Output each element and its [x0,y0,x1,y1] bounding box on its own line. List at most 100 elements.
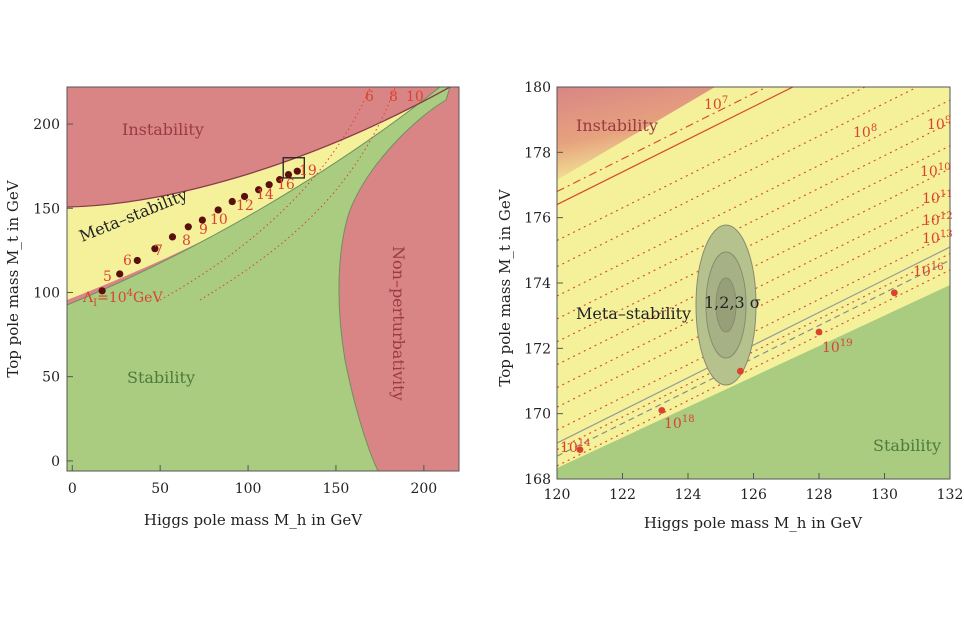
scale-label: 19 [299,163,317,179]
axis-ticks-right: 120 122 124 126 128 130 132 168 170 172 174 176 178 1… [524,80,963,503]
scale-point [815,328,823,336]
metastability-label-right: Meta–stability [576,304,691,323]
scale-label-right: 1014 [560,438,591,456]
scale-points-left [98,167,301,295]
scale-point [658,407,666,414]
y-tick-label: 100 [33,285,60,301]
lambda-label: ΛI=104GeV [82,288,163,309]
axis-ticks-left: 0 50 100 150 200 0 50 100 150 200 [33,117,437,497]
x-tick-label: 200 [410,481,437,497]
scale-point [151,245,159,253]
scale-point [255,186,263,194]
right-chart: 120 122 124 126 128 130 132 168 170 172 174 176 178 1… [496,80,963,532]
scale-line [557,87,795,206]
y-tick-label: 174 [524,276,551,292]
scale-point [184,223,192,231]
x-tick-label: 120 [544,487,571,503]
y-tick-label: 168 [524,472,551,488]
scale-line [557,99,950,297]
ellipse-1sigma [715,277,737,333]
scale-label-right: 1012 [922,211,953,229]
scale-label: 8 [182,233,191,249]
y-tick-label: 200 [33,117,60,133]
stability-boundary-line [557,246,950,444]
scale-label-right: 108 [853,123,877,141]
x-tick-label: 130 [871,487,898,503]
perturbativity-line-6 [159,87,371,301]
y-axis-label-right: Top pole mass M_t in GeV [496,188,514,386]
scale-label: 6 [123,253,132,269]
plot-frame-left [66,86,460,472]
scale-point [284,170,293,179]
scale-point [168,233,177,241]
y-tick-label: 172 [524,341,551,357]
scale-line [557,87,768,193]
scale-label: 7 [154,243,163,259]
x-tick-label: 122 [609,487,636,503]
scale-point [240,192,249,201]
scale-line [557,168,950,366]
confidence-ellipses [695,224,757,386]
y-tick-label: 50 [42,370,60,386]
scale-line [557,233,950,431]
scale-point [890,289,898,297]
scale-label: 10 [210,212,228,228]
scale-point [737,367,744,375]
scale-label-right: 107 [704,95,728,113]
stability-region-right [557,285,950,479]
x-tick-label: 50 [151,481,169,497]
scale-label-right: 1011 [922,189,953,207]
zoom-box [282,157,305,179]
y-tick-label: 0 [51,454,60,470]
scale-label-right: 1018 [664,414,695,432]
instability-label-right: Instability [576,116,658,135]
scale-line [557,253,950,451]
perturbativity-label: 10 [406,89,424,105]
stability-region-left [67,87,451,471]
x-axis-label-right: Higgs pole mass M_h in GeV [644,514,863,532]
scale-points-right [576,289,898,453]
perturbativity-label: 8 [389,89,398,105]
scale-label: 12 [236,198,254,214]
perturbativity-label: 6 [365,89,374,105]
scale-point [228,197,236,206]
x-tick-label: 126 [740,487,767,503]
x-tick-label: 0 [68,481,77,497]
scale-label-right: 1019 [822,338,853,356]
scale-label: 5 [103,269,112,285]
y-tick-label: 178 [524,145,551,161]
instability-boundary-left [67,87,451,208]
scale-label-right: 109 [927,115,951,133]
x-tick-label: 128 [806,487,833,503]
scale-point [116,270,124,278]
instability-region-right [557,87,715,180]
scale-label-right: 1010 [920,162,951,180]
x-tick-label: 132 [937,487,964,503]
scale-line [557,87,867,242]
scale-label-right: 1013 [922,229,953,247]
y-tick-label: 150 [33,201,60,217]
stability-boundary-line [557,259,950,457]
instability-label-left: Instability [122,120,204,139]
y-tick-label: 176 [524,211,551,227]
scale-point [293,167,301,175]
ellipse-label: 1,2,3 σ [704,293,761,312]
scale-point [98,287,106,295]
y-axis-label-left: Top pole mass M_t in GeV [4,179,22,377]
x-tick-label: 124 [675,487,702,503]
perturbativity-line-8 [199,87,396,301]
scale-label: 14 [256,187,274,203]
metastability-region-left [67,87,450,300]
scale-line [557,191,950,389]
y-tick-label: 180 [524,80,551,96]
x-axis-label-left: Higgs pole mass M_h in GeV [144,511,363,529]
scale-line [557,145,950,343]
scale-line [557,269,950,467]
stability-label-left: Stability [127,368,195,387]
scale-point [214,206,222,214]
scale-point [276,176,284,184]
x-tick-label: 150 [323,481,350,497]
scale-point [133,256,141,265]
scale-line [557,122,950,320]
